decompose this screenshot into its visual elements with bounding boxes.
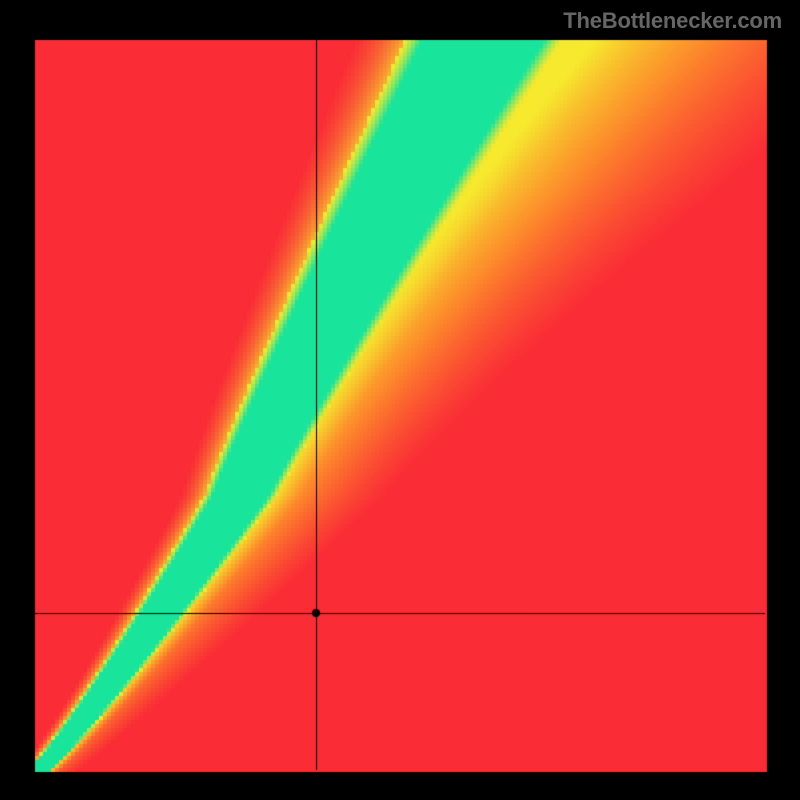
watermark-label: TheBottlenecker.com xyxy=(563,8,782,34)
chart-container: TheBottlenecker.com xyxy=(0,0,800,800)
heatmap-canvas xyxy=(0,0,800,800)
